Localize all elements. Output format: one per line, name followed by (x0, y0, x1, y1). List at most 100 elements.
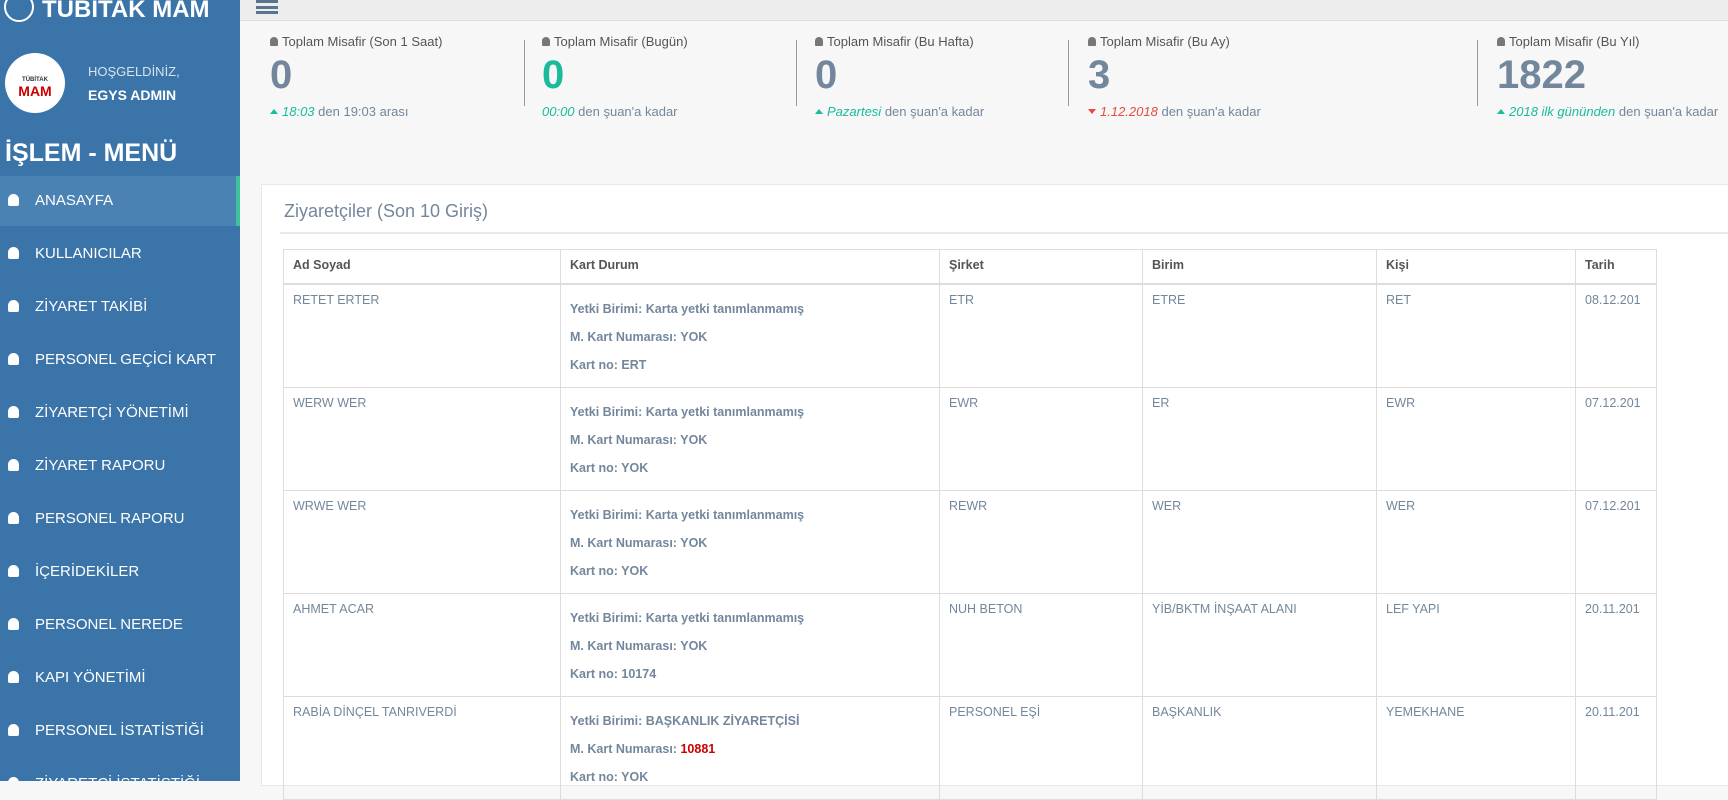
kart-value: Karta yetki tanımlanmamış (645, 302, 805, 316)
kart-label: M. Kart Numarası: (570, 742, 677, 756)
stat-icon (542, 37, 550, 46)
cell: BAŞKANLIK (1142, 696, 1377, 800)
kart-value: YOK (680, 639, 708, 653)
stat-title: Toplam Misafir (Bu Ay) (1088, 34, 1261, 49)
menu-label: ZİYARETÇİ YÖNETİMİ (35, 404, 189, 421)
stat-icon (270, 37, 278, 46)
cell: ETR (939, 283, 1143, 388)
kart-value: YOK (680, 433, 708, 447)
cell: WRWE WER (283, 490, 561, 594)
menu-title: İŞLEM - MENÜ (5, 139, 178, 167)
stat-title-text: Toplam Misafir (Bu Hafta) (827, 34, 974, 49)
kart-line: Yetki Birimi: Karta yetki tanımlanmamış (570, 604, 930, 632)
menu-label: ZİYARET RAPORU (35, 457, 166, 474)
menu-item[interactable]: PERSONEL RAPORU (0, 494, 240, 544)
menu-toggle[interactable] (256, 0, 278, 14)
cell: NUH BETON (939, 593, 1143, 697)
kart-line: Yetki Birimi: Karta yetki tanımlanmamış (570, 398, 930, 426)
menu-item[interactable]: ZİYARET RAPORU (0, 441, 240, 491)
logo: TÜBİTAK MAM (5, 53, 65, 113)
header-cell: Birim (1142, 249, 1377, 285)
menu-label: PERSONEL NEREDE (35, 616, 183, 633)
menu-item[interactable]: İÇERİDEKİLER (0, 547, 240, 597)
stat-value: 1822 (1497, 53, 1586, 97)
stat-title: Toplam Misafir (Bu Yıl) (1497, 34, 1718, 49)
row[interactable]: AHMET ACAR Yetki Birimi: Karta yetki tanı… (283, 593, 1657, 697)
menu-item[interactable]: KAPI YÖNETİMİ (0, 653, 240, 703)
menu-icon (8, 565, 19, 577)
trend-arrow (815, 109, 823, 114)
cell: ER (1142, 387, 1377, 491)
cell: RETET ERTER (283, 283, 561, 388)
kart-value: YOK (621, 564, 649, 578)
menu-label: KULLANICILAR (35, 245, 142, 262)
cell: EWR (1376, 387, 1576, 491)
menu-item[interactable]: KULLANICILAR (0, 229, 240, 279)
kart-label: Yetki Birimi: (570, 714, 643, 728)
kart-label: Kart no: (570, 358, 618, 372)
menu-label: ZİYARETÇİ İSTATİSTİĞİ (35, 775, 200, 781)
menu-item[interactable]: PERSONEL İSTATİSTİĞİ (0, 706, 240, 756)
cell: 08.12.201 (1575, 283, 1657, 388)
menu-item[interactable]: ANASAYFA (0, 176, 240, 226)
stat-value: 0 (815, 53, 838, 97)
stat-highlight: 2018 ilk gününden (1509, 104, 1616, 119)
row[interactable]: RABİA DİNÇEL TANRIVERDİ Yetki Birimi: BAŞ… (283, 696, 1657, 800)
brand-text: TÜBİTAK MAM (42, 0, 210, 23)
stat-icon (1088, 37, 1096, 46)
row[interactable]: WRWE WER Yetki Birimi: Karta yetki tanıml… (283, 490, 1657, 594)
kart-line: Kart no: YOK (570, 454, 930, 482)
menu-item[interactable]: ZİYARET TAKİBİ (0, 282, 240, 332)
stat-title: Toplam Misafir (Son 1 Saat) (270, 34, 442, 49)
stat: Toplam Misafir (Bu Hafta) 0 Pazartesi den … (815, 34, 984, 119)
trend-arrow (270, 109, 278, 114)
menu-item[interactable]: ZİYARETÇİ İSTATİSTİĞİ (0, 759, 240, 781)
stat-title-text: Toplam Misafir (Bu Ay) (1100, 34, 1230, 49)
stat-note: 1.12.2018 den şuan'a kadar (1088, 104, 1261, 119)
menu-icon (8, 724, 19, 736)
menu-icon (8, 671, 19, 683)
cell: RET (1376, 283, 1576, 388)
row[interactable]: WERW WER Yetki Birimi: Karta yetki tanıml… (283, 387, 1657, 491)
kart-line: Kart no: YOK (570, 557, 930, 585)
kart-value: YOK (621, 461, 649, 475)
menu-label: KAPI YÖNETİMİ (35, 669, 146, 686)
cell: 20.11.201 (1575, 696, 1657, 800)
kart-label: Kart no: (570, 564, 618, 578)
menu-icon (8, 194, 19, 206)
panel-title: Ziyaretçiler (Son 10 Giriş) (284, 201, 489, 221)
stat-note: 00:00 den şuan'a kadar (542, 104, 688, 119)
cell: 07.12.201 (1575, 490, 1657, 594)
stat-title-text: Toplam Misafir (Son 1 Saat) (282, 34, 443, 49)
kart-line: Yetki Birimi: BAŞKANLIK ZİYARETÇİSİ (570, 707, 930, 735)
kart-value: Karta yetki tanımlanmamış (645, 508, 805, 522)
separator (796, 40, 797, 106)
stat-note: 2018 ilk gününden den şuan'a kadar (1497, 104, 1718, 119)
kart-line: M. Kart Numarası: YOK (570, 323, 930, 351)
kart-value: Karta yetki tanımlanmamış (645, 405, 805, 419)
stat-title: Toplam Misafir (Bu Hafta) (815, 34, 984, 49)
cell: 20.11.201 (1575, 593, 1657, 697)
menu-item[interactable]: PERSONEL NEREDE (0, 600, 240, 650)
kart-label: M. Kart Numarası: (570, 330, 677, 344)
visitor-table: Ad Soyad Kart Durum Şirket Birim Kişi Tarih RE… (283, 249, 1657, 800)
kart-label: Yetki Birimi: (570, 611, 643, 625)
row[interactable]: RETET ERTER Yetki Birimi: Karta yetki tan… (283, 283, 1657, 388)
kart-value: YOK (680, 330, 708, 344)
header-cell: Kişi (1376, 249, 1576, 285)
cell: EWR (939, 387, 1143, 491)
stat-value: 0 (270, 53, 293, 97)
cell: ETRE (1142, 283, 1377, 388)
brand[interactable]: TÜBİTAK MAM (4, 0, 210, 24)
kart-value: 10881 (680, 742, 716, 756)
menu-item[interactable]: ZİYARETÇİ YÖNETİMİ (0, 388, 240, 438)
kart-label: Kart no: (570, 770, 618, 784)
stat: Toplam Misafir (Son 1 Saat) 0 18:03 den 19… (270, 34, 442, 119)
menu-item[interactable]: PERSONEL GEÇİCİ KART (0, 335, 240, 385)
kart-cell: Yetki Birimi: Karta yetki tanımlanmamış M… (560, 490, 940, 594)
kart-line: Yetki Birimi: Karta yetki tanımlanmamış (570, 295, 930, 323)
stat-icon (1497, 37, 1505, 46)
menu-label: ZİYARET TAKİBİ (35, 298, 148, 315)
stat: Toplam Misafir (Bu Ay) 3 1.12.2018 den şua… (1088, 34, 1261, 119)
